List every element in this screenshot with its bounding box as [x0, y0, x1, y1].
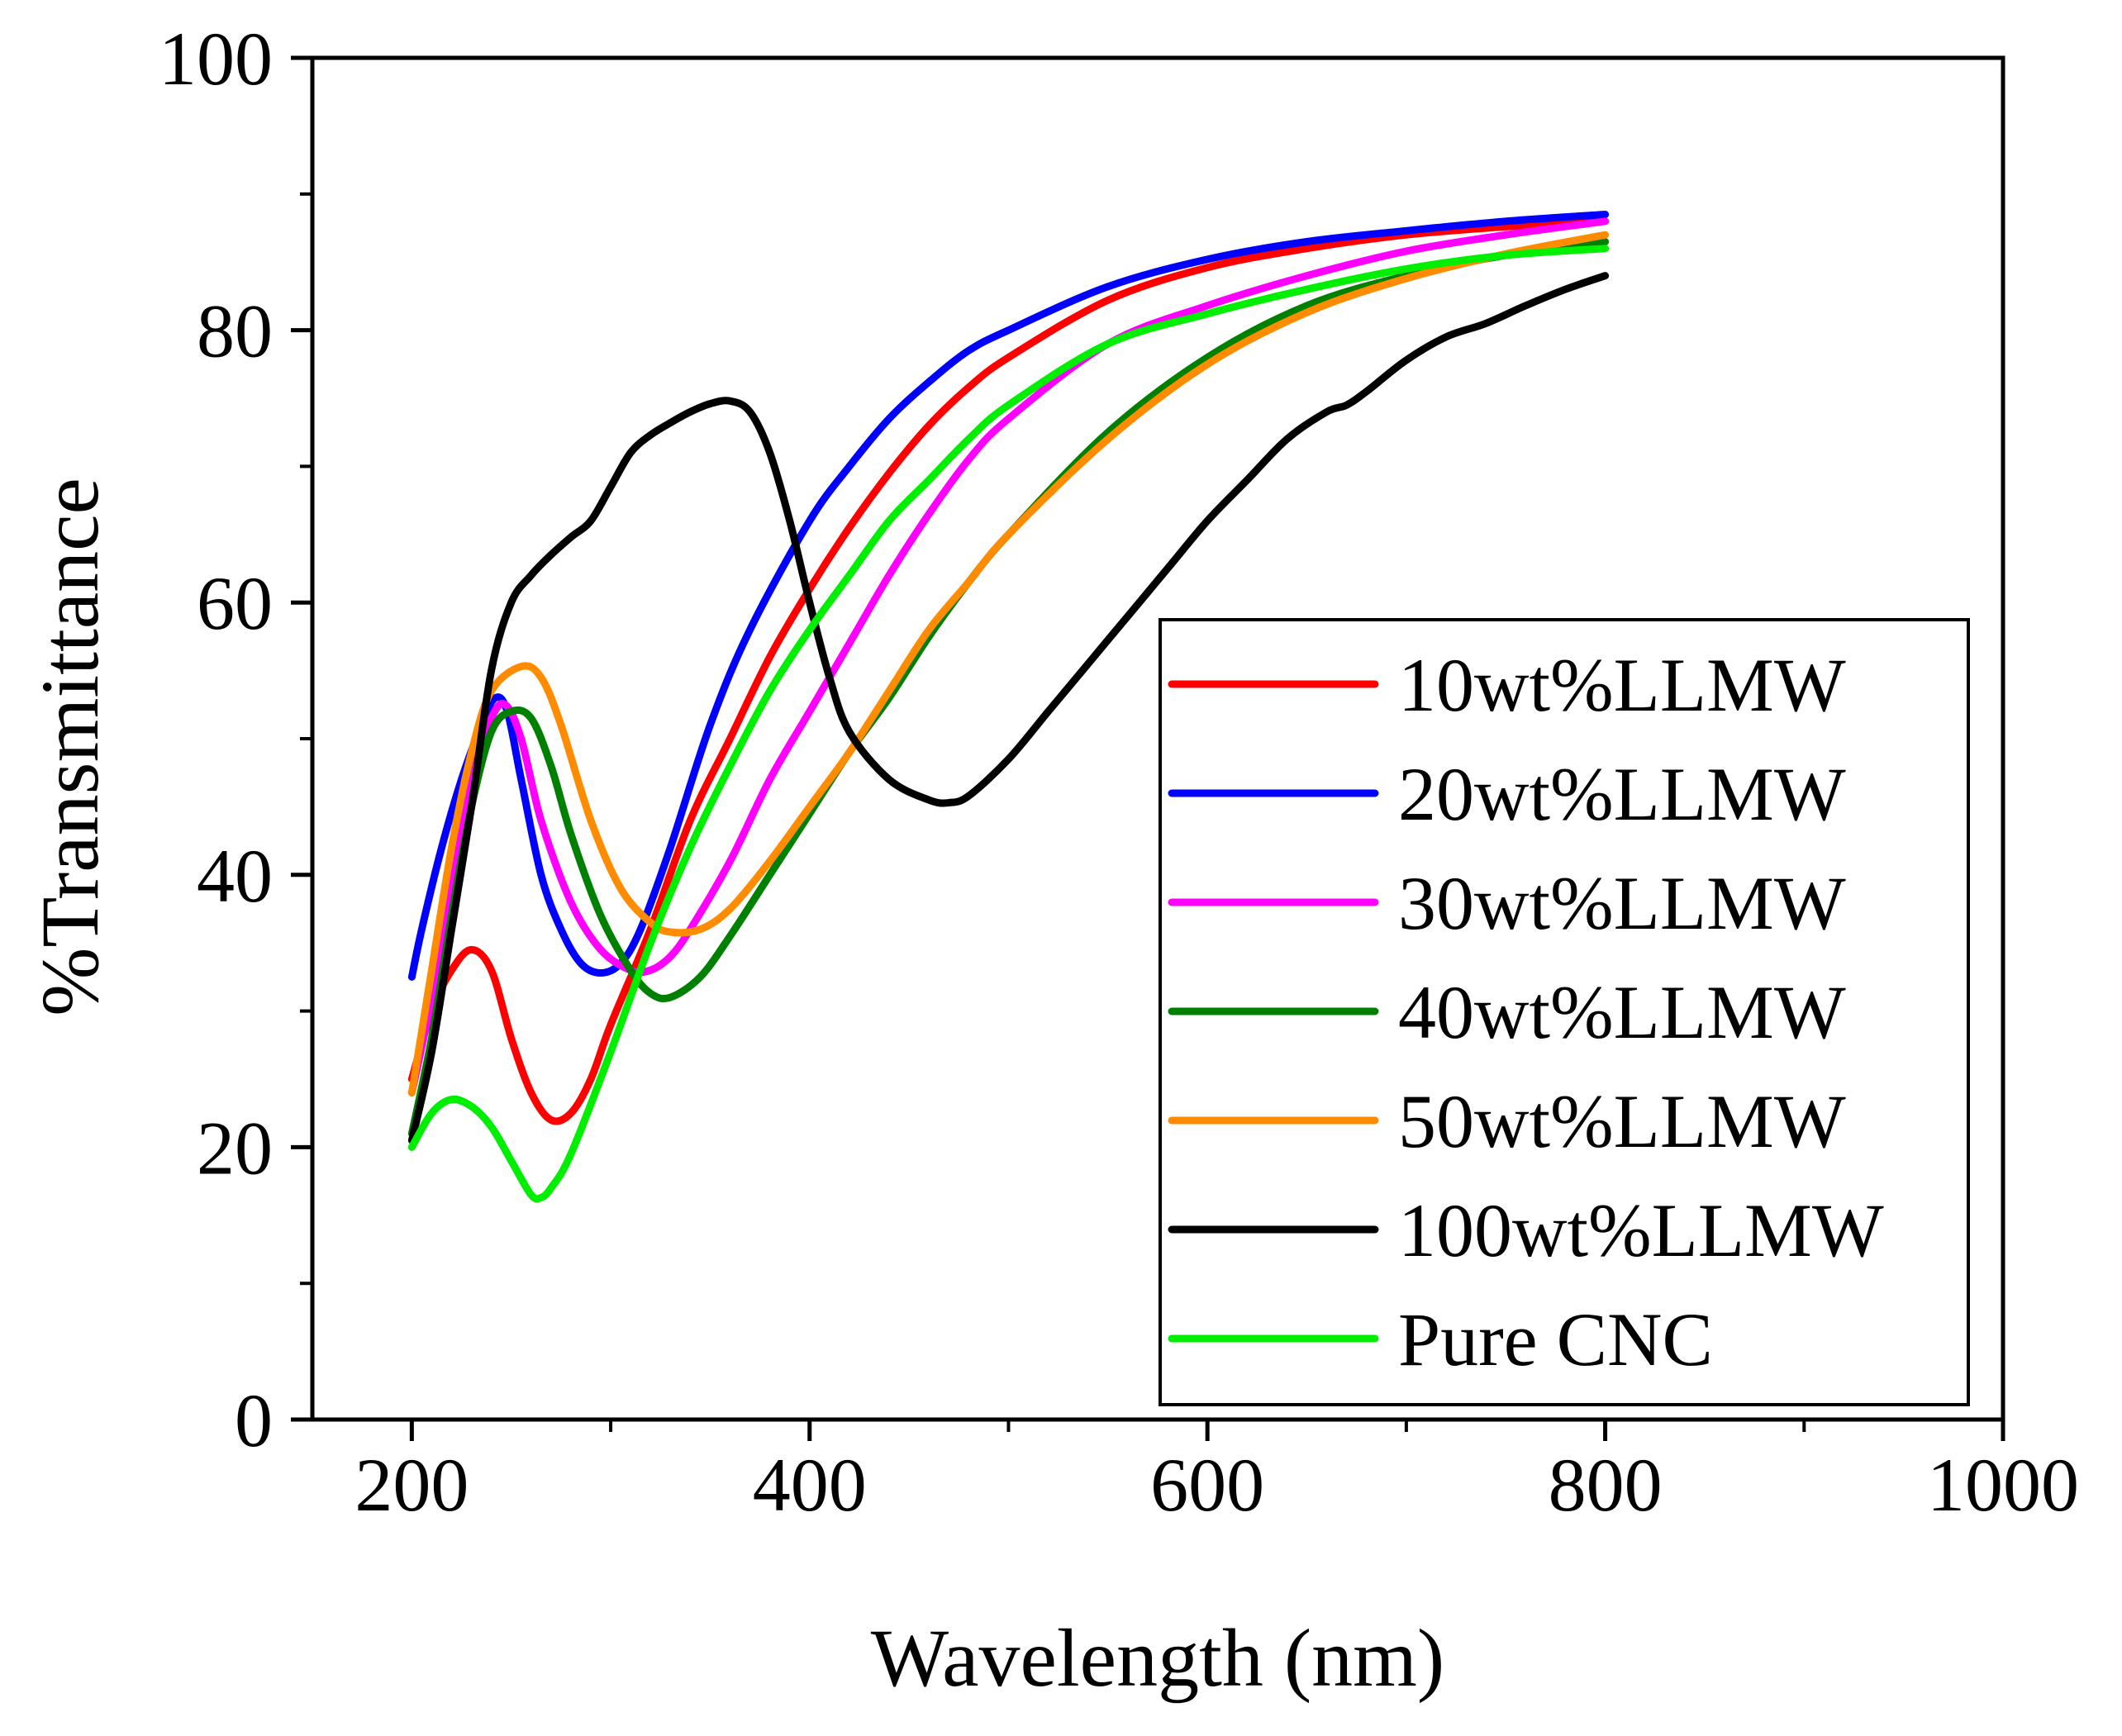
y-tick-label: 80 [197, 289, 273, 373]
series-line-pure-cnc [407, 245, 1610, 1203]
x-tick-label: 400 [753, 1443, 867, 1527]
legend-label: 100wt%LLMW [1398, 1188, 1884, 1272]
legend-label: 40wt%LLMW [1398, 970, 1846, 1054]
legend-label: 30wt%LLMW [1398, 861, 1846, 945]
tick-labels-layer: 200 400 600 800 1000 0 20 40 60 80 100 [159, 17, 2079, 1527]
x-tick-label: 600 [1150, 1443, 1264, 1527]
series-line-100wtpctllmw [407, 272, 1610, 1144]
legend-label: 50wt%LLMW [1398, 1079, 1846, 1163]
series-line-10wtpctllmw [407, 217, 1610, 1125]
y-axis-title: %Transmittance [24, 478, 116, 1016]
x-tick-label: 1000 [1927, 1443, 2079, 1527]
y-tick-label: 100 [159, 17, 273, 101]
series-layer [407, 211, 1610, 1203]
series-line-30wtpctllmw [407, 217, 1610, 1096]
legend-label: 20wt%LLMW [1398, 752, 1846, 836]
plot-frame [310, 55, 2005, 1422]
series-line-20wtpctllmw [407, 211, 1610, 981]
y-tick-label: 60 [197, 561, 273, 645]
x-axis-title: Wavelength (nm) [871, 1612, 1444, 1704]
y-tick-label: 20 [197, 1106, 273, 1190]
x-tick-label: 800 [1549, 1443, 1663, 1527]
legend: 10wt%LLMW 20wt%LLMW 30wt%LLMW 40wt%LLMW 50wt… [1159, 618, 1970, 1406]
y-tick-label: 0 [235, 1378, 273, 1463]
x-tick-label: 200 [354, 1443, 469, 1527]
legend-label: 10wt%LLMW [1398, 643, 1846, 727]
legend-label: Pure CNC [1398, 1297, 1713, 1382]
series-line-40wtpctllmw [407, 238, 1610, 1138]
y-tick-label: 40 [197, 834, 273, 918]
